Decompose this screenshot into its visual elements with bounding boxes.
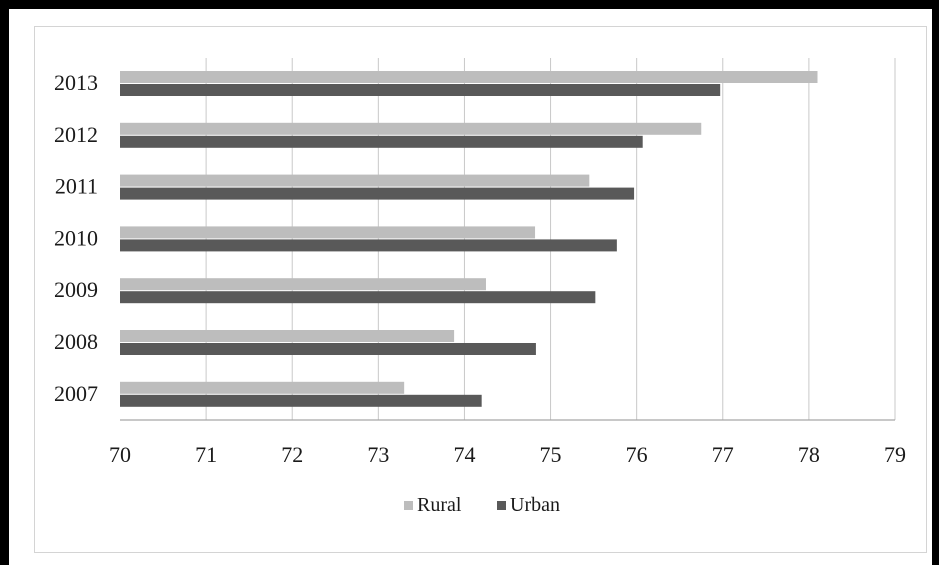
y-axis-labels: 2013 2012 2011 2010 2009 2008 2007 (54, 70, 98, 406)
legend-swatch-urban (497, 501, 506, 510)
bar-urban-2010 (120, 239, 617, 252)
legend-swatch-rural (404, 501, 413, 510)
x-tick-label: 75 (540, 442, 562, 467)
y-category-label: 2010 (54, 225, 98, 250)
x-tick-label: 79 (884, 442, 906, 467)
legend-label-urban: Urban (510, 494, 560, 516)
bar-rural-2011 (120, 174, 590, 187)
bar-rural-2010 (120, 226, 536, 239)
x-tick-label: 71 (195, 442, 217, 467)
bar-urban-2008 (120, 343, 536, 355)
y-category-label: 2011 (55, 174, 98, 199)
x-tick-label: 76 (626, 442, 648, 467)
x-tick-label: 70 (109, 442, 131, 467)
gridlines (205, 58, 896, 420)
x-tick-label: 74 (453, 442, 475, 467)
x-tick-label: 73 (367, 442, 389, 467)
bar-urban-2009 (120, 291, 596, 304)
bar-urban-2013 (120, 84, 721, 96)
x-tick-label: 72 (281, 442, 303, 467)
bar-urban-2007 (120, 394, 482, 407)
bar-rural-2012 (120, 122, 702, 135)
bar-urban-2012 (120, 135, 643, 148)
x-tick-label: 77 (712, 442, 734, 467)
x-tick-label: 78 (798, 442, 820, 467)
y-category-label: 2007 (54, 381, 98, 406)
y-category-label: 2012 (54, 122, 98, 147)
legend-label-rural: Rural (417, 494, 462, 516)
bars (120, 71, 818, 407)
x-axis-labels: 70 71 72 73 74 75 76 77 78 79 (109, 442, 906, 467)
bar-rural-2007 (120, 381, 405, 394)
y-category-label: 2009 (54, 277, 98, 302)
y-category-label: 2013 (54, 70, 98, 95)
bar-urban-2011 (120, 187, 635, 200)
y-category-label: 2008 (54, 329, 98, 354)
bar-rural-2013 (120, 71, 818, 83)
bar-rural-2009 (120, 278, 486, 291)
legend: Rural Urban (404, 494, 560, 516)
bar-rural-2008 (120, 330, 455, 342)
